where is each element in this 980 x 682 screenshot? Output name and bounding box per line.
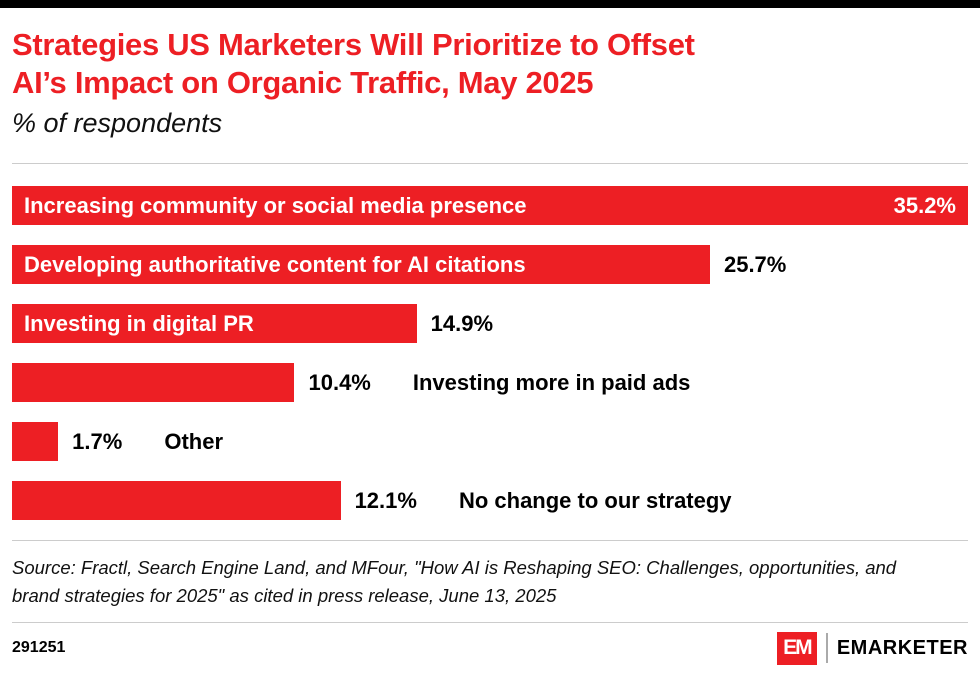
bar-5 [12,481,341,521]
bar-row-0: Increasing community or social media pre… [12,186,968,226]
bar-label: Developing authoritative content for AI … [24,251,526,277]
emarketer-logo-text: EMARKETER [836,636,968,659]
bar-1: Developing authoritative content for AI … [12,245,710,285]
bar-0: Increasing community or social media pre… [12,186,968,226]
bar-label: Increasing community or social media pre… [24,192,527,218]
bar-value: 25.7% [723,251,787,277]
emarketer-logo: EM EMARKETER [776,631,968,665]
divider-top [12,163,968,165]
bar-row-4: 1.7% Other [12,422,968,462]
bar-value: 1.7% [72,428,123,454]
bar-value: 12.1% [354,487,417,513]
bar-row-1: Developing authoritative content for AI … [12,245,968,285]
bar-label: No change to our strategy [458,487,732,513]
divider-footer [12,621,968,623]
bar-row-5: 12.1% No change to our strategy [12,481,968,521]
bar-3 [12,363,295,403]
bar-value: 14.9% [430,310,494,336]
page-title: Strategies US Marketers Will Prioritize … [12,26,968,102]
bar-label: Investing more in paid ads [412,369,691,395]
chart-subtitle: % of respondents [12,108,223,139]
bar-4 [12,422,59,462]
divider-source [12,540,968,542]
title-line-2: AI’s Impact on Organic Traffic, May 2025 [12,65,594,101]
bar-2: Investing in digital PR [12,304,417,344]
source-note: Source: Fractl, Search Engine Land, and … [12,557,897,606]
bar-label: Investing in digital PR [24,310,254,336]
top-border [0,0,980,8]
chart-id: 291251 [12,639,66,657]
bar-value: 35.2% [893,192,956,218]
emarketer-logo-mark-icon: EM [776,631,817,665]
bar-chart: Increasing community or social media pre… [12,164,968,521]
footer-bar: 291251 EM EMARKETER [12,623,968,665]
logo-divider [825,633,828,664]
bar-row-3: 10.4% Investing more in paid ads [12,363,968,403]
title-line-1: Strategies US Marketers Will Prioritize … [12,27,695,62]
bar-label: Other [164,428,224,454]
bar-row-2: Investing in digital PR 14.9% [12,304,968,344]
bar-value: 10.4% [308,369,371,395]
